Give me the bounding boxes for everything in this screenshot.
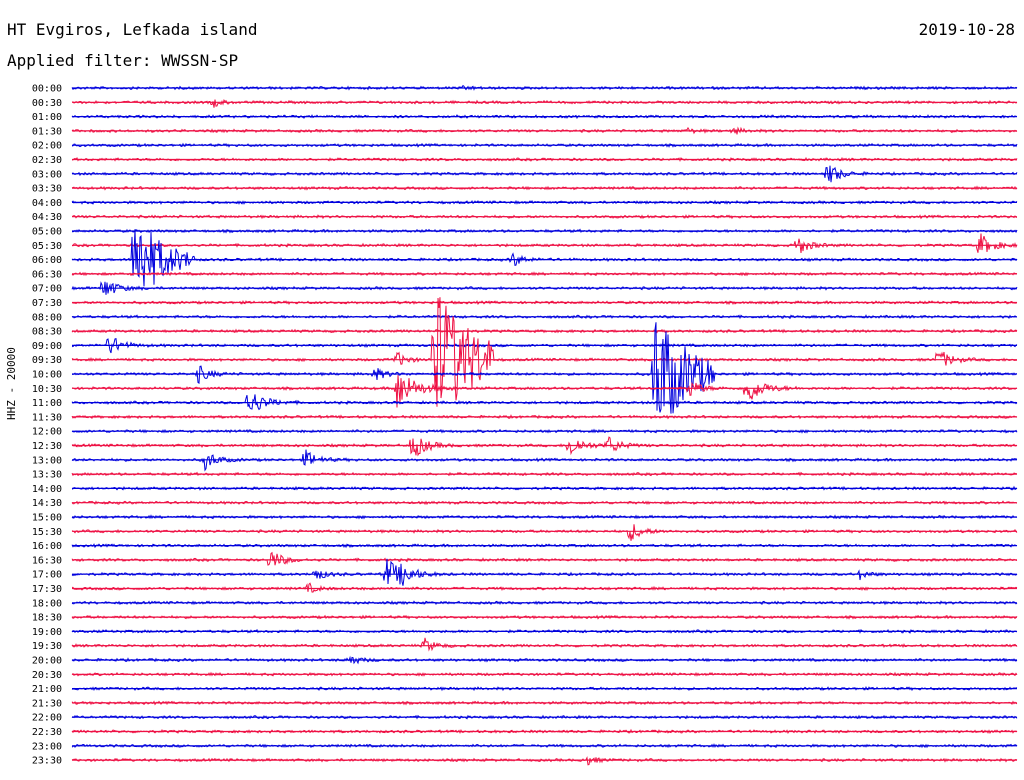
- row-label: 11:00: [32, 398, 62, 409]
- row-label: 15:00: [32, 513, 62, 524]
- row-label: 16:00: [32, 541, 62, 552]
- row-label: 13:30: [32, 470, 62, 481]
- row-label: 03:00: [32, 169, 62, 180]
- time-axis-labels: 00:00 00:30 01:00 01:30 02:00 02:30 03:00 03:30…: [32, 84, 62, 767]
- row-label: 20:30: [32, 670, 62, 681]
- row-label: 12:00: [32, 427, 62, 438]
- row-label: 05:30: [32, 241, 62, 252]
- row-label: 22:00: [32, 713, 62, 724]
- row-label: 19:00: [32, 627, 62, 638]
- row-label: 10:00: [32, 370, 62, 381]
- row-label: 23:00: [32, 741, 62, 752]
- row-label: 00:30: [32, 98, 62, 109]
- row-label: 01:00: [32, 112, 62, 123]
- record-date: 2019-10-28: [918, 20, 1015, 39]
- row-label: 03:30: [32, 184, 62, 195]
- row-label: 15:30: [32, 527, 62, 538]
- trace-1000: [72, 322, 1018, 414]
- row-label: 05:00: [32, 227, 62, 238]
- row-label: 19:30: [32, 641, 62, 652]
- filter-label: Applied filter: WWSSN-SP: [7, 51, 239, 70]
- row-label: 04:30: [32, 212, 62, 223]
- row-label: 04:00: [32, 198, 62, 209]
- row-label: 07:00: [32, 284, 62, 295]
- row-label: 02:30: [32, 155, 62, 166]
- row-label: 20:00: [32, 656, 62, 667]
- row-label: 02:00: [32, 141, 62, 152]
- row-label: 08:00: [32, 312, 62, 323]
- row-label: 21:30: [32, 698, 62, 709]
- station-title: HT Evgiros, Lefkada island: [7, 20, 258, 39]
- row-label: 00:00: [32, 84, 62, 95]
- row-label: 10:30: [32, 384, 62, 395]
- channel-label: HHZ - 20000: [5, 347, 18, 420]
- row-label: 23:30: [32, 756, 62, 767]
- row-label: 16:30: [32, 555, 62, 566]
- row-label: 11:30: [32, 412, 62, 423]
- row-label: 09:30: [32, 355, 62, 366]
- trace-1100: [71, 394, 1018, 411]
- row-label: 17:00: [32, 570, 62, 581]
- row-label: 22:30: [32, 727, 62, 738]
- row-label: 09:00: [32, 341, 62, 352]
- trace-0030: [71, 99, 1018, 108]
- trace-2330: [71, 756, 1018, 766]
- trace-1630: [71, 551, 1018, 566]
- row-label: 01:30: [32, 126, 62, 137]
- trace-1730: [72, 582, 1018, 593]
- trace-0600: [71, 229, 1018, 287]
- row-label: 17:30: [32, 584, 62, 595]
- row-label: 06:30: [32, 269, 62, 280]
- row-label: 12:30: [32, 441, 62, 452]
- row-label: 14:00: [32, 484, 62, 495]
- trace-1230: [71, 436, 1018, 457]
- row-label: 06:00: [32, 255, 62, 266]
- row-label: 08:30: [32, 327, 62, 338]
- trace-1530: [71, 524, 1018, 541]
- row-label: 21:00: [32, 684, 62, 695]
- row-label: 14:30: [32, 498, 62, 509]
- trace-0930: [71, 297, 1018, 407]
- trace-1700: [71, 558, 1018, 586]
- row-label: 13:00: [32, 455, 62, 466]
- trace-1930: [71, 637, 1018, 652]
- row-label: 18:00: [32, 598, 62, 609]
- trace-0530: [71, 233, 1018, 253]
- trace-rows: [71, 84, 1018, 766]
- row-label: 07:30: [32, 298, 62, 309]
- row-label: 18:30: [32, 613, 62, 624]
